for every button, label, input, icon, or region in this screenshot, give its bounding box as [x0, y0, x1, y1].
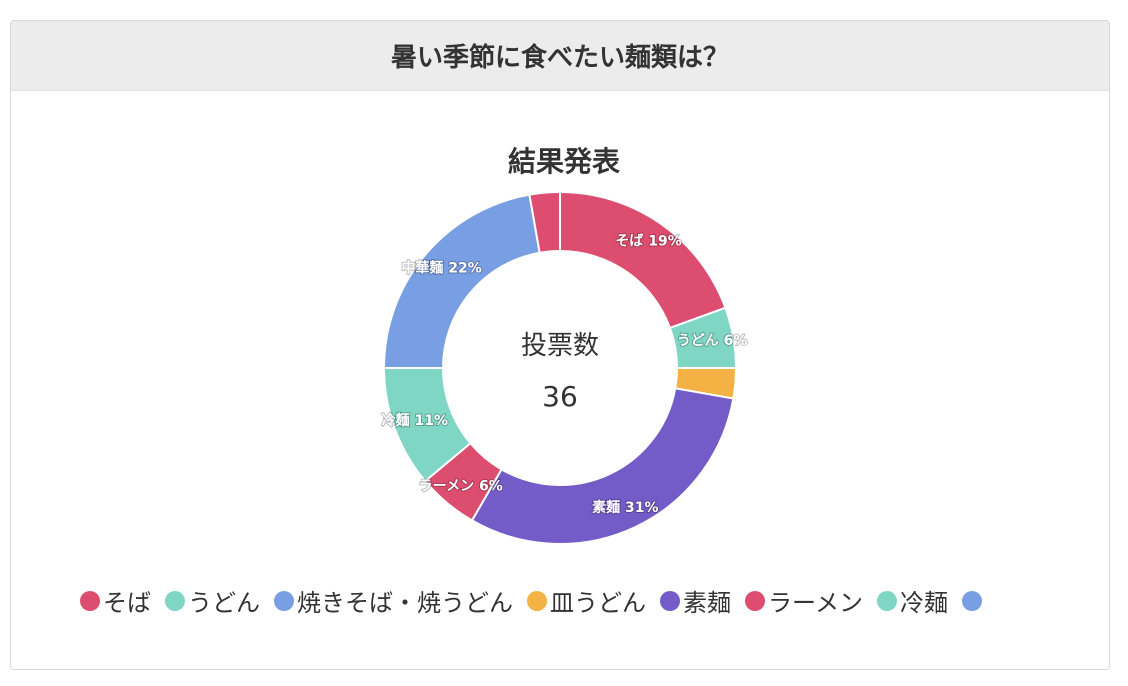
slice-0 [559, 190, 727, 330]
legend-color-dot [80, 590, 100, 611]
legend-color-dot [527, 590, 547, 611]
legend-label: うどん [188, 589, 260, 617]
legend-label: 皿うどん [550, 589, 646, 617]
legend-label: ラーメン [768, 589, 864, 617]
legend-item-6[interactable]: 冷麺 [877, 583, 948, 618]
legend-item-1[interactable]: うどん [165, 583, 260, 618]
legend-item-2[interactable]: 焼きそば・焼うどん [274, 583, 513, 618]
legend-label: 焼きそば・焼うどん [297, 589, 513, 617]
legend-color-dot [660, 590, 680, 611]
legend-label: 冷麺 [900, 589, 949, 617]
center-title: 投票数 [520, 331, 599, 361]
slice-label-4: 素麺 31% [592, 499, 658, 516]
legend-label: そば [103, 589, 151, 617]
legend-color-dot [877, 590, 898, 611]
legend-item-3[interactable]: 皿うどん [527, 583, 646, 618]
legend-item-0[interactable]: そば [80, 583, 151, 618]
legend-item-4[interactable]: 素麺 [660, 583, 731, 618]
poll-card: 暑い季節に食べたい麺類は？ [10, 20, 1110, 670]
legend-color-dot [165, 590, 185, 611]
legend-color-dot [274, 590, 294, 611]
legend-color-dot [962, 590, 983, 611]
legend-color-dot [745, 590, 765, 611]
center-value: 36 [542, 380, 578, 413]
card-title: 暑い季節に食べたい麺類は？ [11, 21, 1109, 91]
slice-label-1: うどん 6% [677, 333, 748, 349]
slice-8 [528, 190, 561, 254]
slice-label-7: 中華麺 22% [401, 260, 481, 277]
legend-item-7[interactable] [962, 590, 985, 611]
chart-legend: そば うどん 焼きそば・焼うどん 皿うどん 素麺 ラーメン 冷麺 [80, 583, 1063, 619]
slice-4 [470, 387, 735, 545]
slice-label-5: ラーメン 6% [419, 478, 503, 494]
slice-label-6: 冷麺 11% [382, 412, 448, 429]
legend-label: 素麺 [683, 589, 731, 617]
slice-label-0: そば 19% [615, 233, 681, 249]
chart-title: 結果発表 [507, 145, 620, 178]
legend-item-5[interactable]: ラーメン [745, 583, 863, 618]
